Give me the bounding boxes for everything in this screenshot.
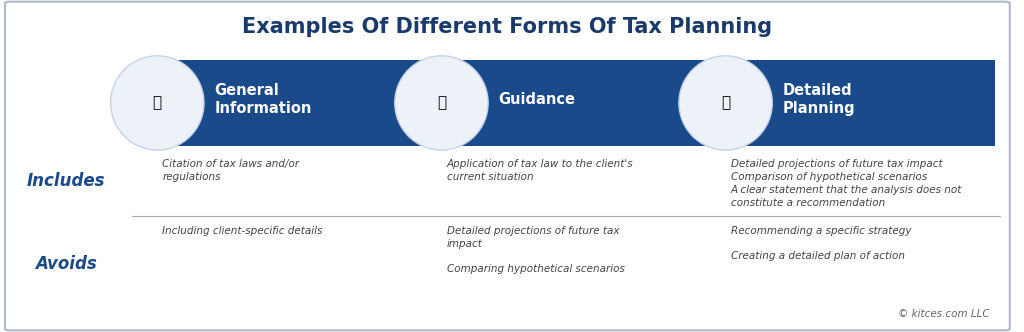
Text: Detailed projections of future tax impact
Comparison of hypothetical scenarios
A: Detailed projections of future tax impac…	[731, 159, 963, 208]
FancyBboxPatch shape	[726, 60, 994, 146]
Text: Citation of tax laws and/or
regulations: Citation of tax laws and/or regulations	[163, 159, 299, 182]
FancyBboxPatch shape	[5, 2, 1010, 330]
FancyBboxPatch shape	[158, 60, 426, 146]
FancyBboxPatch shape	[441, 60, 711, 146]
Text: 📢: 📢	[153, 95, 162, 111]
Text: © kitces.com LLC: © kitces.com LLC	[898, 309, 989, 319]
Ellipse shape	[679, 56, 772, 150]
Text: 🚏: 🚏	[437, 95, 446, 111]
Text: General
Information: General Information	[214, 83, 311, 116]
Text: Examples Of Different Forms Of Tax Planning: Examples Of Different Forms Of Tax Plann…	[243, 17, 772, 37]
Text: 📋: 📋	[721, 95, 730, 111]
Text: Detailed projections of future tax
impact

Comparing hypothetical scenarios: Detailed projections of future tax impac…	[446, 226, 625, 274]
Text: Guidance: Guidance	[499, 92, 575, 107]
Text: Including client-specific details: Including client-specific details	[163, 226, 323, 236]
Text: Detailed
Planning: Detailed Planning	[782, 83, 855, 116]
Ellipse shape	[111, 56, 204, 150]
Text: Avoids: Avoids	[35, 255, 97, 273]
Text: Recommending a specific strategy

Creating a detailed plan of action: Recommending a specific strategy Creatin…	[731, 226, 911, 261]
Ellipse shape	[395, 56, 488, 150]
Text: Includes: Includes	[27, 172, 105, 190]
Text: Application of tax law to the client's
current situation: Application of tax law to the client's c…	[446, 159, 633, 182]
